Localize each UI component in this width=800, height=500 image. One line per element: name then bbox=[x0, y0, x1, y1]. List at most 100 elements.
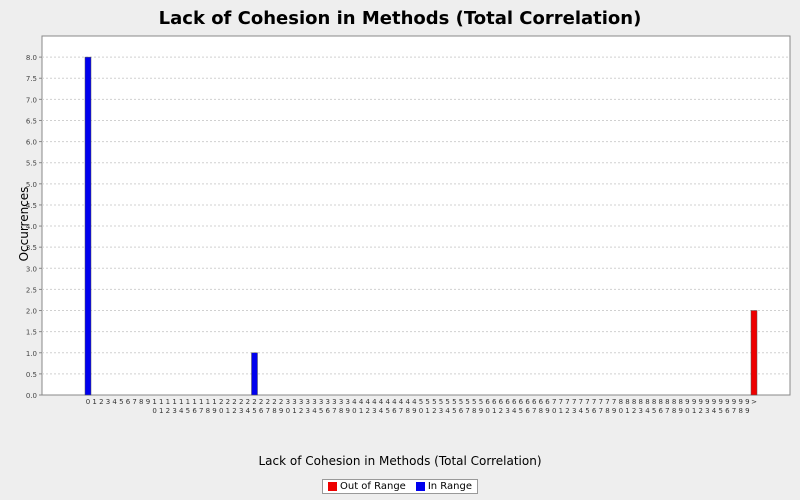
x-tick-label: 3 bbox=[106, 398, 110, 406]
x-tick-label: 1 bbox=[92, 398, 96, 406]
legend-item-out-of-range: Out of Range bbox=[328, 481, 406, 492]
legend-label-out-of-range: Out of Range bbox=[340, 481, 406, 492]
x-tick-label: 4 bbox=[112, 398, 117, 406]
y-tick-label: 0.0 bbox=[26, 392, 37, 400]
x-tick-label: > bbox=[751, 398, 757, 406]
x-tick-label: 0 bbox=[86, 398, 90, 406]
x-tick-label: 7 bbox=[132, 398, 136, 406]
y-tick-label: 3.5 bbox=[26, 244, 37, 252]
y-tick-label: 2.5 bbox=[26, 286, 37, 294]
y-tick-label: 0.5 bbox=[26, 371, 37, 379]
y-tick-label: 1.5 bbox=[26, 329, 37, 337]
bar-25 bbox=[251, 352, 258, 396]
y-tick-label: 8.0 bbox=[26, 54, 37, 62]
y-tick-label: 3.0 bbox=[26, 265, 37, 273]
y-tick-label: 4.5 bbox=[26, 202, 37, 210]
y-tick-label: 5.0 bbox=[26, 181, 37, 189]
bar-> bbox=[750, 310, 758, 396]
y-tick-label: 4.0 bbox=[26, 223, 37, 231]
y-tick-label: 6.5 bbox=[26, 117, 37, 125]
y-axis-label: Occurrences bbox=[17, 186, 31, 262]
x-tick-label: 6 bbox=[126, 398, 131, 406]
x-tick-label: 9 bbox=[146, 398, 150, 406]
y-tick-label: 6.0 bbox=[26, 139, 37, 147]
legend-item-in-range: In Range bbox=[415, 481, 472, 492]
y-tick-label: 7.5 bbox=[26, 75, 37, 83]
legend-box: Out of Range In Range bbox=[322, 479, 478, 494]
x-tick-label: 2 bbox=[99, 398, 103, 406]
